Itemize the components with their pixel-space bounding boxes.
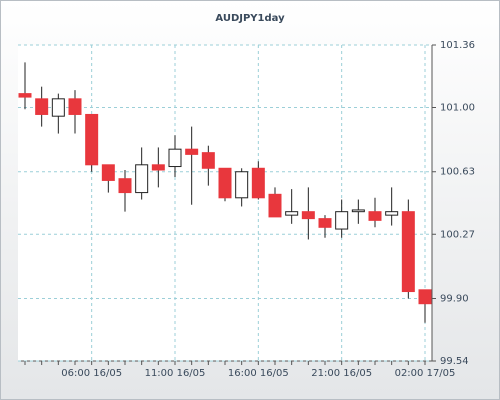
candle-body xyxy=(301,211,315,220)
x-tick-label: 21:00 16/05 xyxy=(311,368,372,379)
y-tick-label: 100.27 xyxy=(440,229,475,240)
y-tick-label: 101.36 xyxy=(440,40,475,51)
candle-body xyxy=(401,211,415,293)
candle-body xyxy=(418,289,432,305)
plot-area xyxy=(18,45,432,361)
candle-body xyxy=(135,164,149,194)
candle-body xyxy=(85,113,99,166)
y-tick-label: 100.63 xyxy=(440,167,475,178)
candle-body xyxy=(68,98,82,115)
candle-body xyxy=(185,148,199,155)
candle-body xyxy=(18,93,32,98)
candle-body xyxy=(101,164,115,181)
candle-body xyxy=(235,171,249,199)
candle-body xyxy=(285,211,299,216)
candle-body xyxy=(218,167,232,199)
x-tick-label: 16:00 16/05 xyxy=(228,368,289,379)
candle-body xyxy=(201,152,215,169)
candle-body xyxy=(318,218,332,228)
candle-body xyxy=(351,209,365,213)
candle-body xyxy=(368,211,382,221)
candle-body xyxy=(335,211,349,230)
x-tick-label: 11:00 16/05 xyxy=(145,368,206,379)
x-tick-label: 06:00 16/05 xyxy=(61,368,122,379)
candle-body xyxy=(51,98,65,117)
candle-body xyxy=(251,167,265,199)
chart-title: AUDJPY1day xyxy=(215,13,285,24)
y-tick-label: 99.54 xyxy=(440,356,469,367)
candle-body xyxy=(385,211,399,216)
candle-body xyxy=(118,178,132,194)
x-tick-label: 02:00 17/05 xyxy=(395,368,456,379)
y-tick-label: 99.90 xyxy=(440,293,469,304)
candle-body xyxy=(151,164,165,171)
y-tick-label: 101.00 xyxy=(440,103,475,114)
candle-body xyxy=(35,98,49,115)
candle-body xyxy=(268,193,282,218)
candle-body xyxy=(168,148,182,168)
